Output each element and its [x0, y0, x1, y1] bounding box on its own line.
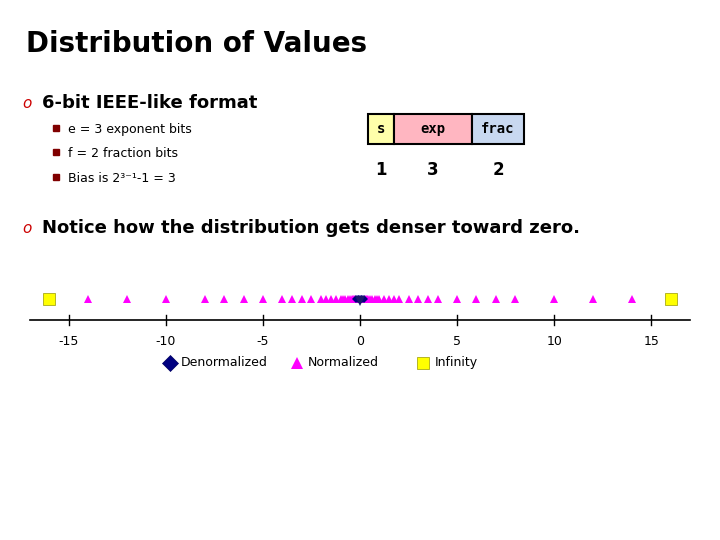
Text: o: o — [22, 221, 32, 235]
Text: -5: -5 — [257, 335, 269, 348]
Bar — [472, 114, 524, 144]
Text: 5: 5 — [453, 335, 461, 348]
Text: Infinity: Infinity — [434, 356, 477, 369]
Text: o: o — [22, 96, 32, 111]
Text: 3: 3 — [427, 161, 438, 179]
Text: -10: -10 — [156, 335, 176, 348]
Text: 1: 1 — [375, 161, 387, 179]
Bar — [394, 114, 472, 144]
Text: f = 2 fraction bits: f = 2 fraction bits — [68, 147, 178, 160]
Text: s: s — [377, 122, 385, 136]
Text: frac: frac — [481, 122, 515, 136]
Text: 15: 15 — [643, 335, 659, 348]
Text: 2: 2 — [492, 161, 504, 179]
Text: 10: 10 — [546, 335, 562, 348]
Text: Bias is 2³⁻¹-1 = 3: Bias is 2³⁻¹-1 = 3 — [68, 172, 176, 185]
Text: exp: exp — [420, 122, 446, 136]
Text: e = 3 exponent bits: e = 3 exponent bits — [68, 123, 192, 136]
Bar — [368, 114, 394, 144]
Text: 0: 0 — [356, 335, 364, 348]
Text: Denormalized: Denormalized — [181, 356, 268, 369]
Text: -15: -15 — [58, 335, 79, 348]
Text: 6-bit IEEE-like format: 6-bit IEEE-like format — [42, 94, 257, 112]
Text: Notice how the distribution gets denser toward zero.: Notice how the distribution gets denser … — [42, 219, 580, 237]
Text: Distribution of Values: Distribution of Values — [26, 30, 367, 58]
Text: Normalized: Normalized — [307, 356, 379, 369]
